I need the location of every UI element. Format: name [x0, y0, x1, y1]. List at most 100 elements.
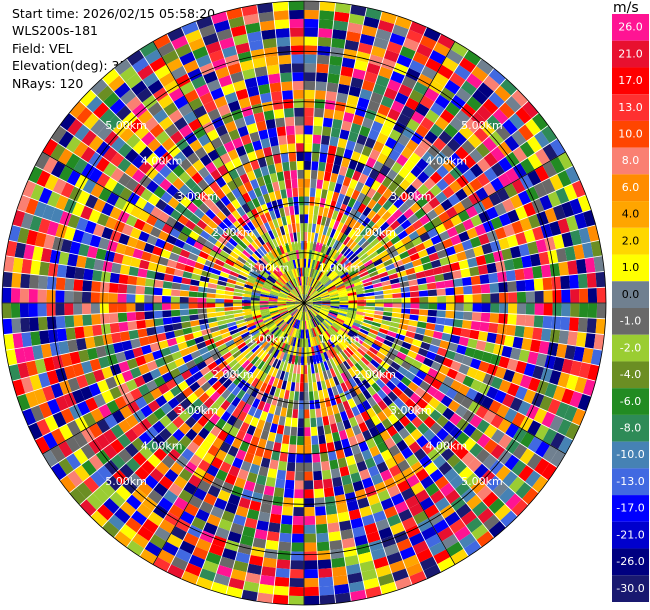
gate-cell: [284, 314, 292, 322]
gate-cell: [441, 332, 452, 343]
gate-cell: [415, 103, 430, 117]
gate-cell: [264, 384, 273, 395]
gate-cell: [532, 365, 545, 380]
gate-cell: [333, 346, 341, 356]
gate-cell: [269, 292, 279, 297]
gate-cell: [220, 399, 231, 411]
gate-cell: [376, 388, 388, 400]
gate-cell: [258, 583, 275, 595]
gate-cell: [287, 251, 293, 261]
gate-cell: [549, 174, 564, 191]
gate-cell: [534, 303, 544, 316]
gate-cell: [332, 220, 341, 230]
gate-cell: [153, 303, 163, 311]
gate-cell: [315, 408, 323, 418]
gate-cell: [304, 294, 307, 303]
gate-cell: [488, 497, 505, 515]
gate-cell: [304, 125, 314, 135]
gate-cell: [188, 365, 200, 376]
gate-cell: [293, 489, 304, 499]
gate-cell: [512, 443, 528, 460]
gate-cell: [165, 330, 176, 340]
gate-cell: [286, 301, 296, 303]
gate-cell: [319, 343, 326, 353]
gate-cell: [246, 508, 260, 521]
gate-cell: [340, 213, 349, 224]
gate-cell: [335, 282, 345, 289]
gate-cell: [454, 310, 464, 320]
gate-cell: [228, 274, 238, 281]
gate-cell: [408, 59, 425, 74]
gate-cell: [158, 116, 174, 131]
gate-cell: [454, 371, 467, 384]
gate-cell: [337, 457, 348, 469]
gate-cell: [12, 257, 24, 274]
gate-cell: [125, 378, 138, 392]
gate-cell: [58, 251, 70, 266]
gate-cell: [336, 502, 349, 514]
gate-cell: [170, 526, 188, 541]
gate-cell: [293, 268, 298, 278]
gate-cell: [298, 303, 304, 310]
gate-cell: [326, 442, 336, 453]
gate-cell: [222, 245, 233, 255]
gate-cell: [320, 307, 330, 312]
gate-cell: [328, 531, 342, 542]
gate-cell: [282, 343, 289, 353]
gate-cell: [557, 436, 574, 454]
gate-cell: [314, 506, 327, 516]
gate-cell: [386, 514, 402, 527]
gate-cell: [352, 526, 367, 538]
gate-cell: [267, 376, 276, 386]
gate-cell: [387, 204, 399, 216]
gate-cell: [146, 326, 157, 337]
gate-cell: [293, 328, 298, 338]
gate-cell: [282, 286, 291, 293]
gate-cell: [483, 438, 498, 454]
gate-cell: [251, 252, 260, 262]
gate-cell: [248, 255, 258, 264]
gate-cell: [163, 79, 180, 95]
gate-cell: [382, 406, 394, 418]
gate-cell: [558, 261, 569, 277]
gate-cell: [315, 251, 321, 261]
gate-cell: [235, 319, 245, 325]
gate-cell: [341, 537, 356, 549]
gate-cell: [257, 360, 266, 370]
colorbar-swatch: [612, 388, 649, 415]
gate-cell: [277, 135, 288, 146]
gate-cell: [232, 560, 249, 573]
gate-cell: [360, 356, 370, 366]
gate-cell: [343, 390, 353, 401]
gate-cell: [206, 514, 222, 527]
colorbar-swatch: [612, 468, 649, 496]
gate-cell: [552, 234, 565, 250]
gate-cell: [312, 470, 323, 481]
gate-cell: [118, 233, 130, 246]
gate-cell: [444, 79, 461, 95]
gate-cell: [314, 99, 326, 109]
gate-cell: [280, 189, 288, 199]
gate-cell: [377, 19, 395, 33]
gate-cell: [549, 449, 566, 468]
range-label: 4.00km: [426, 155, 468, 168]
gate-cell: [304, 303, 313, 306]
gate-cell: [239, 328, 249, 336]
gate-cell: [408, 279, 418, 287]
gate-cell: [286, 297, 296, 301]
gate-cell: [140, 460, 156, 475]
gate-cell: [521, 337, 533, 351]
gate-cell: [329, 293, 339, 298]
gate-cell: [23, 346, 35, 363]
gate-cell: [342, 236, 351, 246]
gate-cell: [320, 333, 327, 343]
gate-cell: [301, 347, 304, 357]
gate-cell: [454, 294, 464, 303]
gate-cell: [460, 80, 478, 96]
gate-cell: [297, 178, 304, 188]
gate-cell: [434, 323, 445, 333]
gate-cell: [357, 42, 373, 55]
gate-cell: [353, 280, 364, 287]
gate-cell: [33, 201, 47, 218]
gate-cell: [360, 184, 371, 196]
